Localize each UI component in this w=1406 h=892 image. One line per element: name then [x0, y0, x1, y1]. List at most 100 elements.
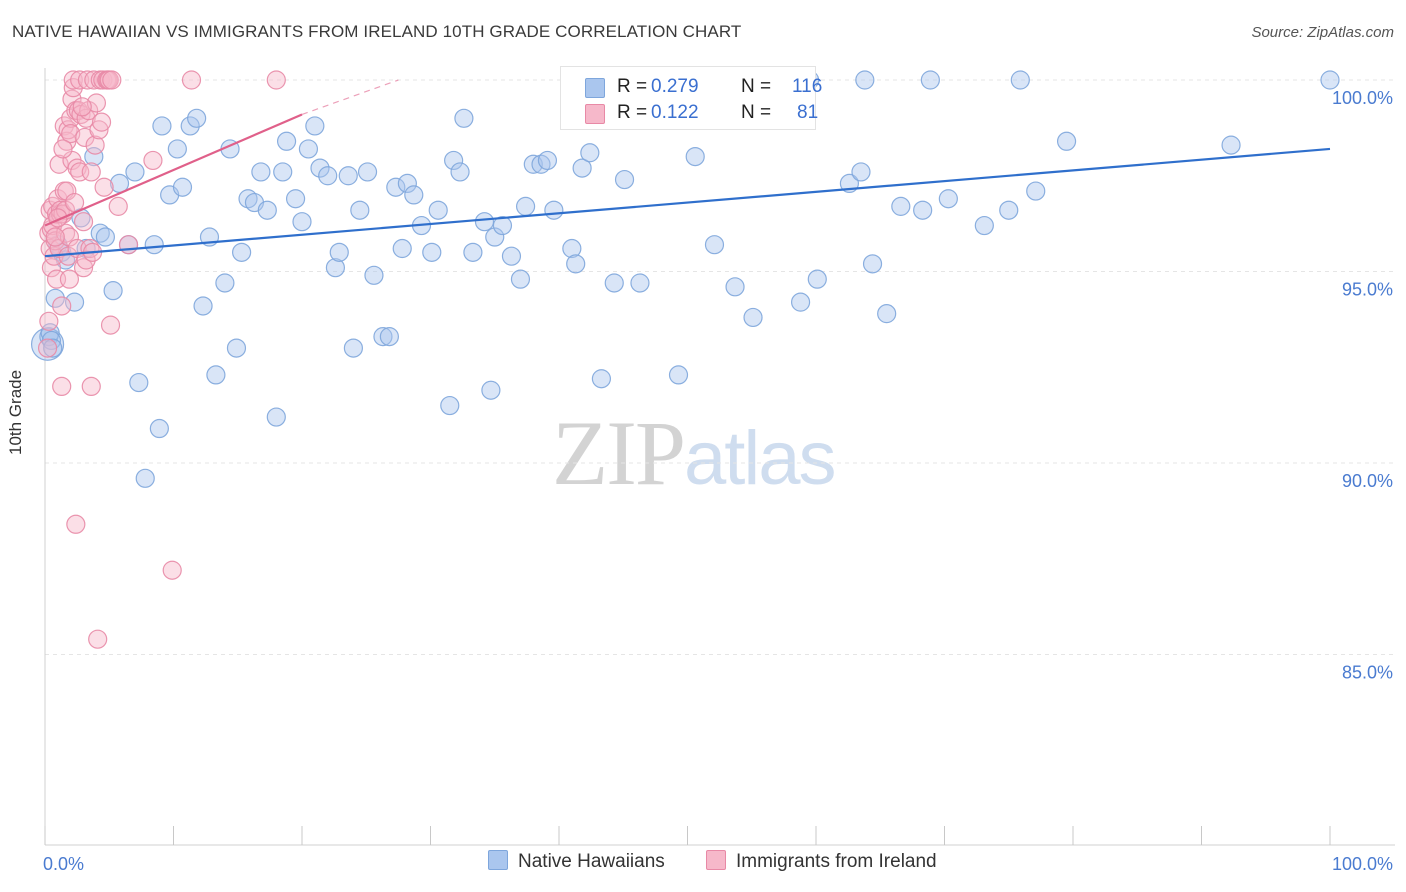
native-hawaiians-point: [807, 269, 827, 289]
native-hawaiians-point: [364, 265, 384, 285]
native-hawaiians-point: [891, 196, 911, 216]
native-hawaiians-point: [386, 177, 406, 197]
pink-swatch: [706, 850, 726, 870]
x-tick-label: 0.0%: [43, 854, 84, 874]
ireland-point: [52, 376, 72, 396]
native-hawaiians-point: [463, 242, 483, 262]
native-hawaiians-point: [668, 365, 689, 385]
native-hawaiians-point: [285, 189, 306, 209]
ireland-point: [94, 177, 114, 197]
y-axis-title: 10th Grade: [6, 369, 25, 455]
native-hawaiians-point: [481, 380, 501, 400]
ireland-point: [52, 296, 72, 316]
native-hawaiians-point: [1010, 70, 1030, 90]
native-hawaiians-point: [180, 116, 200, 136]
legend-label: Native Hawaiians: [518, 851, 665, 872]
ireland-point: [45, 227, 65, 247]
native-hawaiians-point: [855, 70, 875, 90]
native-hawaiians-point: [45, 288, 65, 308]
ireland-point: [76, 108, 96, 128]
native-hawaiians-point: [187, 108, 207, 128]
native-hawaiians-point: [851, 162, 871, 182]
ireland-point: [73, 258, 94, 278]
native-hawaiians-point: [566, 254, 586, 274]
native-hawaiians-point: [422, 242, 442, 262]
native-hawaiians-point: [338, 166, 358, 186]
ireland-point: [70, 70, 90, 90]
ireland-point: [81, 376, 101, 396]
native-hawaiians-point: [614, 169, 635, 190]
x-tick-label: 100.0%: [1332, 854, 1393, 874]
native-hawaiians-point: [129, 372, 149, 393]
native-hawaiians-point: [743, 307, 763, 328]
native-hawaiians-point: [266, 407, 286, 427]
ireland-trend-extension: [301, 79, 399, 116]
ireland-point: [86, 93, 107, 113]
native-hawaiians-point: [273, 162, 293, 182]
native-hawaiians-point: [454, 108, 474, 128]
ireland-point: [53, 139, 73, 159]
legend-r-label: R =: [617, 76, 648, 97]
native-hawaiians-point: [685, 147, 705, 167]
native-hawaiians-point: [310, 158, 330, 178]
native-hawaiians-point: [428, 200, 448, 220]
ireland-point: [57, 181, 77, 201]
native-hawaiians-point: [149, 418, 169, 439]
ireland-point: [89, 120, 109, 140]
native-hawaiians-point: [397, 173, 417, 194]
native-hawaiians-point: [232, 242, 252, 262]
native-hawaiians-point: [440, 395, 460, 416]
ireland-point: [64, 192, 85, 213]
native-hawaiians-point: [920, 70, 940, 90]
native-hawaiians-point: [226, 338, 247, 358]
legend-r-label: R =: [617, 102, 648, 123]
legend-item-native-hawaiians[interactable]: Native Hawaiians: [488, 850, 665, 873]
native-hawaiians-point: [1026, 181, 1046, 201]
native-hawaiians-point: [379, 327, 399, 347]
native-hawaiians-point: [90, 223, 110, 243]
ireland-point: [88, 629, 108, 649]
ireland-point: [37, 338, 58, 358]
native-hawaiians-point: [276, 131, 297, 151]
native-hawaiians-point: [523, 154, 543, 174]
native-hawaiians-point: [167, 139, 187, 159]
blue-swatch: [488, 850, 508, 870]
ireland-trend-line: [44, 113, 303, 227]
legend-n-label: N =: [741, 102, 772, 123]
y-tick-label: 100.0%: [1332, 88, 1393, 108]
ireland-point: [54, 116, 74, 136]
native-hawaiians-point: [64, 292, 85, 312]
legend-n-value: 81: [797, 102, 819, 123]
native-hawaiians-point: [544, 200, 564, 220]
ireland-point: [91, 112, 112, 132]
y-tick-label: 95.0%: [1342, 280, 1393, 300]
native-hawaiians-point: [103, 281, 123, 301]
ireland-point: [100, 315, 121, 335]
ireland-point: [266, 70, 286, 90]
native-hawaiians-point: [572, 158, 592, 178]
ireland-point: [143, 150, 163, 171]
native-hawaiians-point: [125, 162, 145, 182]
native-hawaiians-point: [450, 162, 470, 182]
native-hawaiians-point: [485, 227, 505, 247]
native-hawaiians-point: [913, 200, 933, 220]
native-hawaiians-point: [305, 116, 325, 136]
legend-item-ireland[interactable]: Immigrants from Ireland: [706, 850, 937, 873]
chart-title: NATIVE HAWAIIAN VS IMMIGRANTS FROM IRELA…: [12, 22, 742, 41]
legend-n-value: 116: [792, 76, 823, 97]
native-hawaiians-point: [298, 139, 319, 159]
pink-swatch: [585, 104, 605, 124]
ireland-point: [72, 97, 92, 117]
legend-n-label: N =: [741, 76, 772, 97]
ireland-point: [73, 212, 94, 232]
ireland-point: [49, 154, 69, 174]
native-hawaiians-point: [95, 227, 115, 247]
ireland-point: [61, 124, 81, 144]
ireland-point: [55, 223, 76, 243]
ireland-point: [108, 196, 128, 216]
source-credit: Source: ZipAtlas.com: [1251, 24, 1394, 41]
stats-legend: R = 0.279 N = 116 R = 0.122 N = 81: [560, 66, 822, 130]
ireland-point: [59, 269, 80, 289]
native-hawaiians-point: [474, 212, 495, 232]
native-hawaiians-point: [591, 369, 612, 389]
